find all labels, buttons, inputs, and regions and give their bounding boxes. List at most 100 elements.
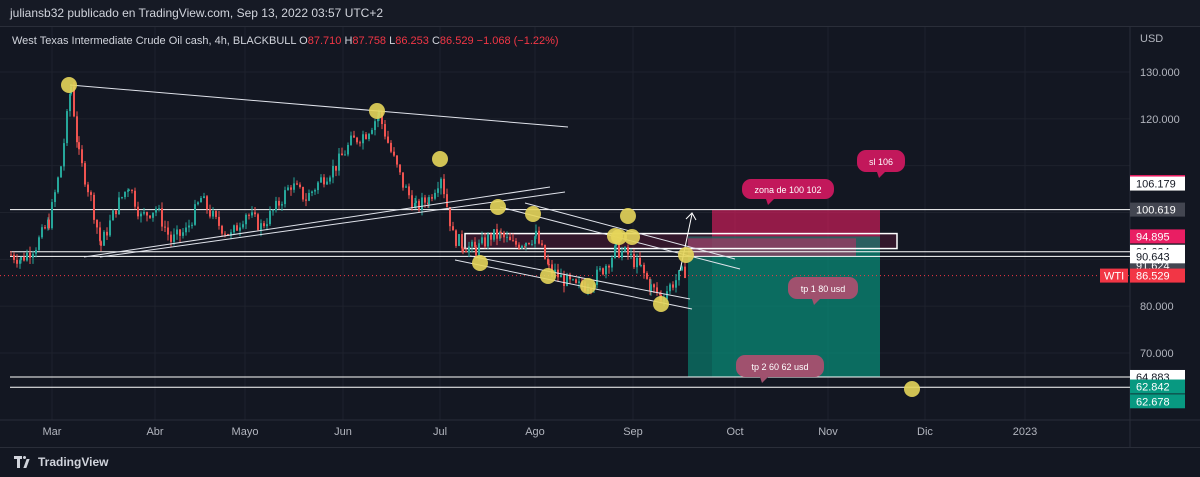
- zona-bubble-label: zona de 100 102: [754, 185, 821, 195]
- candle-body: [440, 178, 442, 189]
- candle-body: [402, 172, 404, 188]
- candle-body: [332, 165, 334, 178]
- candle-body: [44, 227, 46, 229]
- tp1-bubble[interactable]: [788, 277, 858, 299]
- close-value: 86.529: [439, 35, 474, 47]
- tp1-bubble-label: tp 1 80 usd: [801, 284, 846, 294]
- candle-body: [359, 142, 361, 144]
- candle-body: [128, 189, 130, 191]
- candle-body: [23, 256, 25, 261]
- candle-body: [681, 266, 683, 271]
- candle-body: [538, 230, 540, 244]
- candle-body: [254, 212, 256, 215]
- candle-body: [575, 279, 577, 283]
- candle-body: [134, 190, 136, 207]
- candle-body: [350, 135, 352, 145]
- candle-body: [87, 184, 89, 193]
- candle-body: [678, 270, 680, 281]
- candle-body: [411, 195, 413, 208]
- tradingview-logo[interactable]: TradingView: [14, 455, 108, 469]
- candle-body: [127, 190, 129, 192]
- zona-bubble[interactable]: [742, 179, 834, 199]
- candle-body: [624, 247, 626, 252]
- chart-area[interactable]: sl 106 zona de 100 102 tp 1 80 usd tp 2 60 …: [0, 27, 1200, 447]
- candle-body: [605, 265, 607, 275]
- candle-body: [158, 208, 160, 210]
- pivot-marker: [525, 206, 541, 222]
- price-tag-label: 100.619: [1136, 205, 1176, 217]
- candle-body: [248, 214, 250, 216]
- candle-body: [528, 242, 530, 245]
- candle-body: [387, 136, 389, 143]
- candle-body: [137, 206, 139, 217]
- tp-zone-inner: [712, 236, 880, 377]
- candle-body: [96, 219, 98, 228]
- pivot-marker: [624, 229, 640, 245]
- candle-body: [602, 268, 604, 275]
- candle-body: [197, 202, 199, 205]
- candle-body: [474, 241, 476, 248]
- time-tick-label: Nov: [818, 426, 838, 438]
- candle-body: [143, 212, 145, 214]
- chart-canvas[interactable]: sl 106 zona de 100 102 tp 1 80 usd tp 2 60 …: [0, 27, 1200, 447]
- candle-body: [675, 280, 677, 288]
- candle-body: [60, 166, 62, 178]
- pivot-marker: [490, 199, 506, 215]
- candle-body: [368, 133, 370, 140]
- candle-body: [287, 187, 289, 191]
- candle-body: [630, 253, 632, 255]
- candle-body: [320, 177, 322, 183]
- time-tick-label: Ago: [525, 426, 545, 438]
- candle-body: [356, 137, 358, 143]
- candle-body: [512, 240, 514, 242]
- candle-body: [26, 252, 28, 261]
- currency-label: USD: [1140, 33, 1163, 45]
- candle-body: [32, 253, 34, 258]
- price-tick-label: 80.000: [1140, 301, 1174, 313]
- candle-body: [341, 153, 343, 156]
- candle-body: [236, 225, 238, 231]
- candle-body: [176, 229, 178, 235]
- pivot-marker: [653, 296, 669, 312]
- candle-body: [547, 258, 549, 265]
- sl-bubble[interactable]: [857, 150, 905, 172]
- candle-body: [78, 142, 80, 150]
- candle-body: [272, 210, 274, 212]
- price-tag: [1130, 176, 1185, 191]
- candle-body: [51, 202, 53, 229]
- candle-body: [347, 144, 349, 155]
- channel-lower-1: [454, 259, 693, 310]
- candle-body: [374, 121, 376, 131]
- candle-body: [499, 232, 501, 239]
- candle-body: [611, 257, 613, 268]
- candle-body: [608, 265, 610, 268]
- candle-body: [431, 197, 433, 199]
- candle-body: [215, 211, 217, 217]
- candle-body: [118, 197, 120, 215]
- price-tick-label: 70.000: [1140, 348, 1174, 360]
- time-tick-label: Jul: [433, 426, 447, 438]
- candle-body: [63, 143, 65, 167]
- pivot-marker: [904, 381, 920, 397]
- candle-body: [305, 199, 307, 201]
- time-tick-label: Mayo: [232, 426, 259, 438]
- candle-body: [534, 236, 536, 244]
- channel-lower-2: [469, 255, 691, 300]
- candle-body: [531, 243, 533, 245]
- candle-body: [396, 155, 398, 165]
- publisher-bar: juliansb32 publicado en TradingView.com,…: [0, 0, 1200, 27]
- candle-body: [257, 214, 259, 230]
- candle-body: [399, 164, 401, 173]
- candle-body: [167, 227, 169, 235]
- candle-body: [596, 269, 598, 285]
- candle-body: [200, 198, 202, 203]
- candle-body: [109, 220, 111, 236]
- candle-body: [424, 197, 426, 203]
- candle-body: [465, 250, 467, 253]
- tp2-bubble[interactable]: [736, 355, 824, 377]
- candle-body: [245, 214, 247, 225]
- tp2-bubble-tail: [760, 377, 768, 383]
- candle-body: [76, 116, 78, 143]
- candle-body: [69, 94, 71, 112]
- change-value: −1.068 (−1.22%): [476, 35, 559, 47]
